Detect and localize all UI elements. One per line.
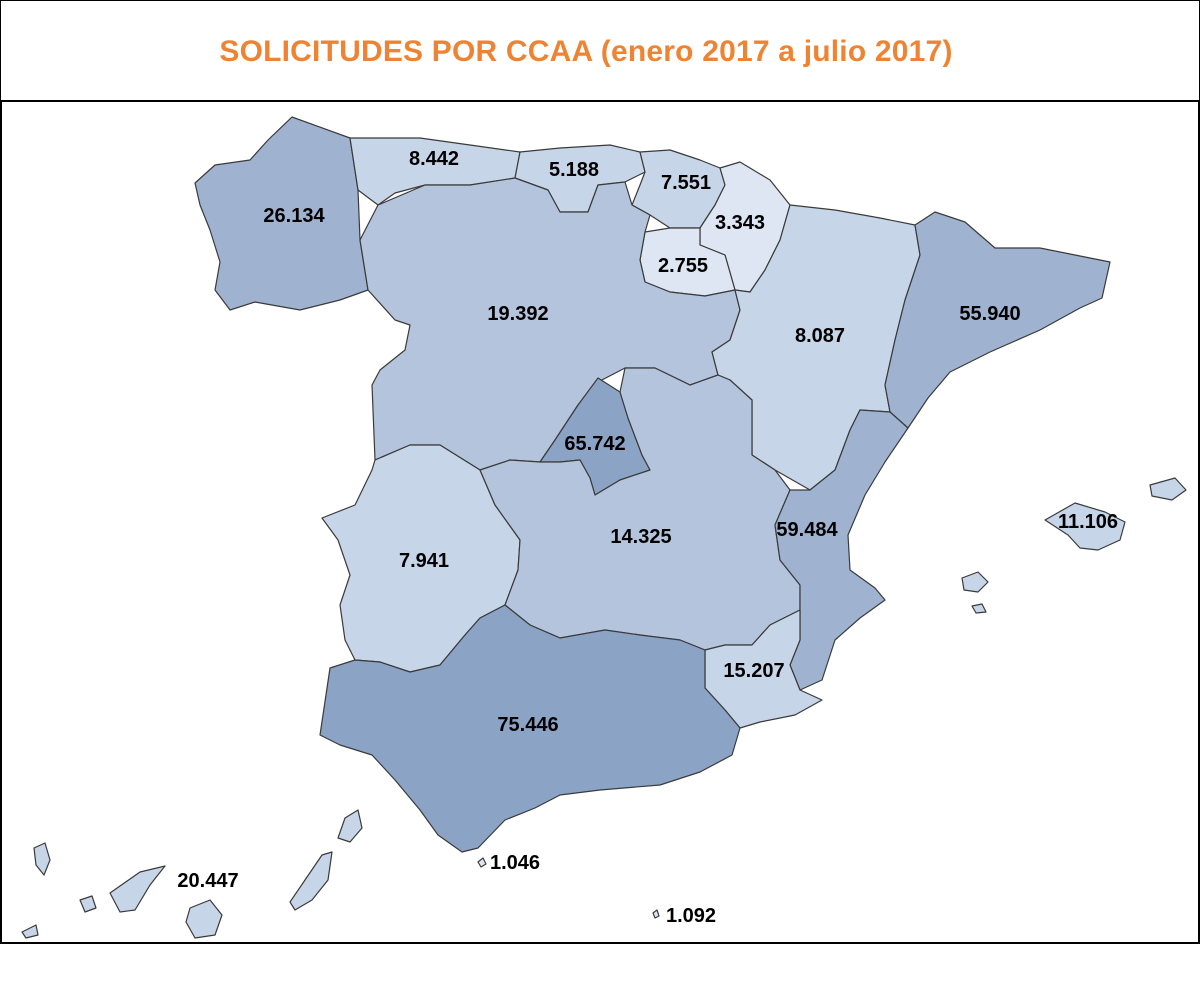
region-baleares-mallorca[interactable] xyxy=(1044,502,1126,551)
label-galicia: 26.134 xyxy=(263,205,325,227)
region-baleares-formentera[interactable] xyxy=(971,603,987,614)
label-castilla-leon: 19.392 xyxy=(487,303,548,325)
label-extremadura: 7.941 xyxy=(399,550,449,572)
region-cataluna[interactable] xyxy=(884,211,1111,429)
region-canarias-lanzarote[interactable] xyxy=(337,809,363,843)
region-baleares-menorca[interactable] xyxy=(1149,477,1187,501)
label-cantabria: 5.188 xyxy=(549,159,599,181)
map-title: SOLICITUDES POR CCAA (enero 2017 a julio… xyxy=(219,35,953,68)
map-frame xyxy=(0,100,1200,944)
region-canarias-tenerife[interactable] xyxy=(109,865,166,913)
label-melilla: 1.092 xyxy=(666,905,716,927)
label-la-rioja: 2.755 xyxy=(658,255,708,277)
region-galicia[interactable] xyxy=(194,116,369,311)
region-melilla[interactable] xyxy=(652,909,660,919)
region-canarias-el-hierro[interactable] xyxy=(21,924,39,939)
label-cataluna: 55.940 xyxy=(959,303,1020,325)
label-andalucia: 75.446 xyxy=(497,714,558,736)
region-ceuta[interactable] xyxy=(477,857,487,868)
region-valencia[interactable] xyxy=(774,409,909,691)
label-castilla-la-mancha: 14.325 xyxy=(610,526,671,548)
label-murcia: 15.207 xyxy=(723,660,784,682)
label-madrid: 65.742 xyxy=(564,433,625,455)
label-valencia: 59.484 xyxy=(776,519,838,541)
label-ceuta: 1.046 xyxy=(490,852,540,874)
label-canarias: 20.447 xyxy=(177,870,238,892)
label-pais-vasco: 7.551 xyxy=(661,172,711,194)
region-baleares-ibiza[interactable] xyxy=(961,571,989,593)
label-aragon: 8.087 xyxy=(795,325,845,347)
region-canarias-gran-canaria[interactable] xyxy=(185,899,223,939)
label-asturias: 8.442 xyxy=(409,148,459,170)
title-header: SOLICITUDES POR CCAA (enero 2017 a julio… xyxy=(0,0,1200,101)
label-navarra: 3.343 xyxy=(715,212,765,234)
region-andalucia[interactable] xyxy=(319,604,741,853)
region-canarias-la-palma[interactable] xyxy=(33,842,51,876)
label-baleares: 11.106 xyxy=(1058,511,1118,533)
region-canarias-fuerteventura[interactable] xyxy=(289,851,333,911)
region-canarias-la-gomera[interactable] xyxy=(79,895,97,913)
